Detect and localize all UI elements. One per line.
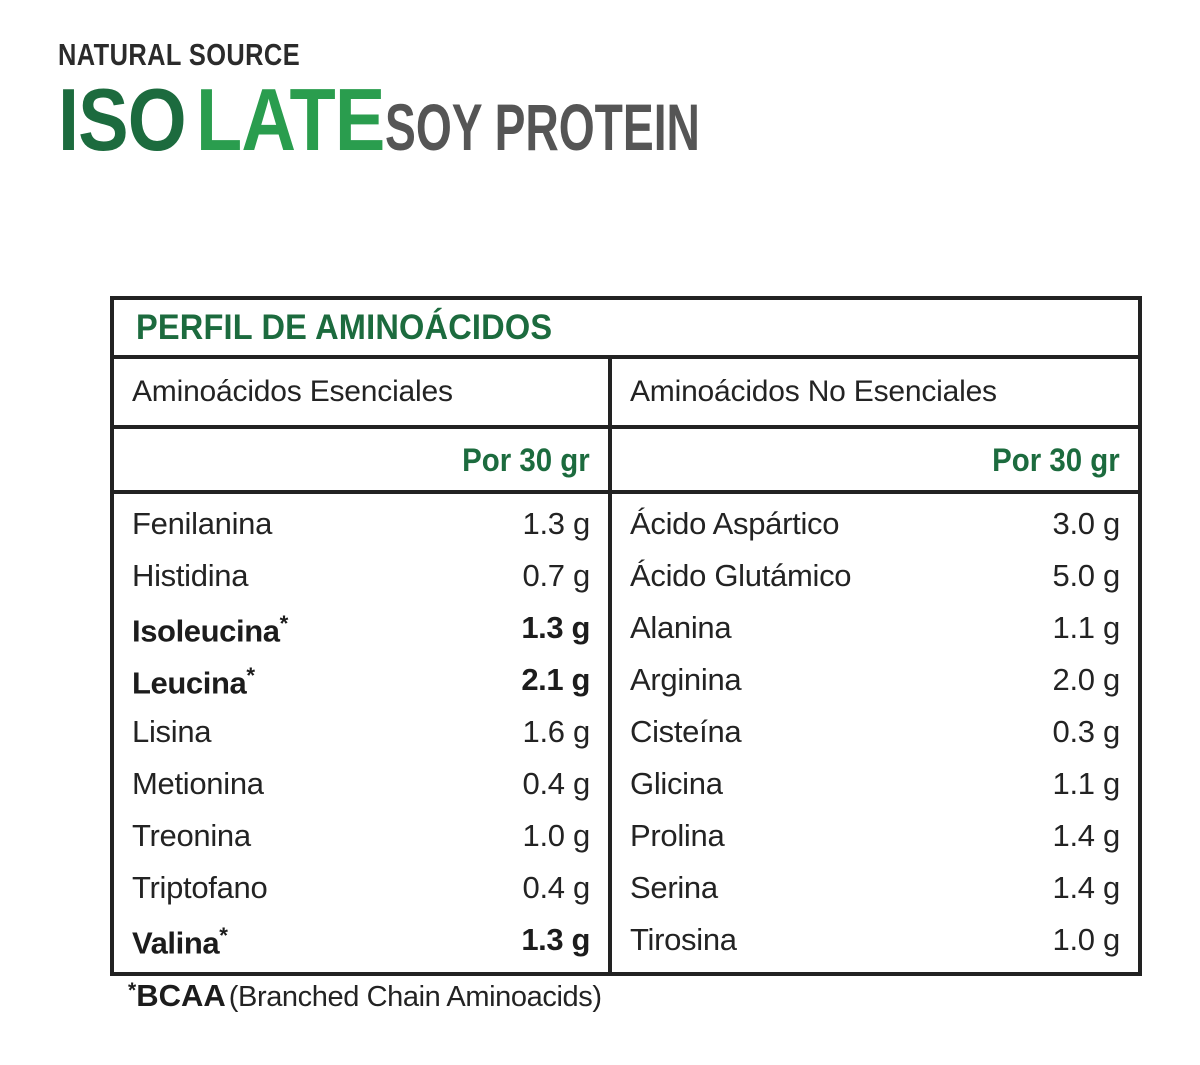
brand-eyebrow: NATURAL SOURCE [58,37,301,72]
amino-acid-name: Alanina [630,610,732,645]
per-serving-label-non-essential: Por 30 gr [992,441,1120,478]
column-heading-non-essential: Aminoácidos No Esenciales [630,375,997,408]
amino-acid-name: Arginina [630,662,742,697]
amino-acid-name: Glicina [630,766,723,801]
brand-word-primary: ISO [58,70,187,169]
table-row: Ácido Glutámico 5.0 g [612,550,1138,602]
amino-acid-value: 2.1 g [521,662,590,697]
amino-acid-name: Cisteína [630,714,742,749]
column-heading-row-essential: Aminoácidos Esenciales [114,359,608,429]
amino-acid-name: Treonina [132,818,251,853]
amino-acid-name: Metionina [132,766,264,801]
footnote-abbreviation: BCAA [136,978,226,1013]
amino-acid-value: 1.0 g [522,818,591,853]
table-row: Ácido Aspártico 3.0 g [612,498,1138,550]
amino-acid-value: 1.3 g [521,922,590,957]
amino-acid-name: Histidina [132,558,249,593]
table-row: Prolina 1.4 g [612,810,1138,862]
table-row: Valina* 1.3 g [114,914,608,966]
amino-acid-profile-table: PERFIL DE AMINOÁCIDOS Aminoácidos Esenci… [110,296,1142,976]
table-row: Triptofano 0.4 g [114,862,608,914]
column-heading-essential: Aminoácidos Esenciales [132,375,453,408]
amino-acid-value: 1.1 g [1052,766,1121,801]
bcaa-asterisk-icon: * [279,611,289,637]
table-row: Fenilanina 1.3 g [114,498,608,550]
amino-acid-name: Valina* [132,923,228,961]
footnote-expansion: (Branched Chain Aminoacids) [228,981,602,1013]
amino-acid-value: 3.0 g [1052,506,1121,541]
amino-acid-value: 1.1 g [1052,610,1121,645]
rows-essential: Fenilanina 1.3 g Histidina 0.7 g Isoleucina*… [114,494,608,972]
brand-word-secondary: LATE [195,70,385,169]
amino-acid-value: 0.4 g [522,766,591,801]
amino-acid-name: Serina [630,870,718,905]
table-row: Histidina 0.7 g [114,550,608,602]
table-row: Treonina 1.0 g [114,810,608,862]
brand-wordmark: ISO LATE SOY PROTEIN [58,74,1148,166]
table-row: Cisteína 0.3 g [612,706,1138,758]
amino-acid-value: 1.3 g [521,610,590,645]
table-row: Arginina 2.0 g [612,654,1138,706]
amino-acid-name: Leucina* [132,663,256,701]
amino-acid-value: 5.0 g [1052,558,1121,593]
rows-non-essential: Ácido Aspártico 3.0 g Ácido Glutámico 5.0 g… [612,494,1138,972]
table-row: Serina 1.4 g [612,862,1138,914]
table-row: Lisina 1.6 g [114,706,608,758]
table-row: Isoleucina* 1.3 g [114,602,608,654]
column-non-essential: Aminoácidos No Esenciales Por 30 gr Ácid… [608,359,1138,972]
amino-acid-value: 1.6 g [522,714,591,749]
per-serving-label-essential: Por 30 gr [462,441,590,478]
amino-acid-name: Lisina [132,714,212,749]
bcaa-asterisk-icon: * [246,663,256,689]
amino-acid-value: 1.3 g [522,506,591,541]
amino-acid-name: Ácido Glutámico [630,558,852,593]
amino-acid-name: Triptofano [132,870,268,905]
amino-acid-name: Isoleucina* [132,611,289,649]
column-essential: Aminoácidos Esenciales Por 30 gr Fenilan… [114,359,608,972]
per-serving-row-essential: Por 30 gr [114,429,608,494]
table-row: Leucina* 2.1 g [114,654,608,706]
amino-acid-name: Prolina [630,818,725,853]
amino-acid-name: Ácido Aspártico [630,506,840,541]
amino-acid-value: 0.3 g [1052,714,1121,749]
amino-acid-value: 1.4 g [1052,870,1121,905]
table-row: Tirosina 1.0 g [612,914,1138,966]
table-row: Metionina 0.4 g [114,758,608,810]
bcaa-asterisk-icon: * [219,923,228,949]
footnote-asterisk-icon: * [128,979,137,1002]
footnote: *BCAA (Branched Chain Aminoacids) [128,978,602,1014]
table-title-row: PERFIL DE AMINOÁCIDOS [114,300,1138,359]
column-heading-row-non-essential: Aminoácidos No Esenciales [612,359,1138,429]
amino-acid-name: Fenilanina [132,506,273,541]
table-row: Alanina 1.1 g [612,602,1138,654]
amino-acid-value: 0.4 g [522,870,591,905]
per-serving-row-non-essential: Por 30 gr [612,429,1138,494]
brand-logo: NATURAL SOURCE ISO LATE SOY PROTEIN [58,38,1148,166]
amino-acid-value: 0.7 g [522,558,591,593]
table-row: Glicina 1.1 g [612,758,1138,810]
amino-acid-value: 2.0 g [1052,662,1121,697]
amino-acid-value: 1.4 g [1052,818,1121,853]
table-columns: Aminoácidos Esenciales Por 30 gr Fenilan… [114,359,1138,972]
brand-subtitle: SOY PROTEIN [384,90,700,164]
amino-acid-value: 1.0 g [1052,922,1121,957]
table-title: PERFIL DE AMINOÁCIDOS [136,308,553,347]
amino-acid-name: Tirosina [630,922,737,957]
